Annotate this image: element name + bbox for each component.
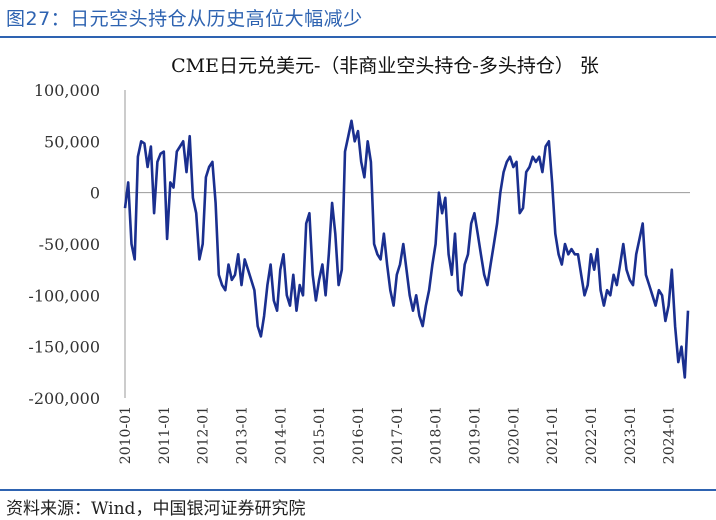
y-tick-label: 100,000 <box>34 81 100 100</box>
title-divider <box>0 36 716 38</box>
footer-divider <box>0 489 716 491</box>
x-tick-label: 2023-01 <box>623 406 639 464</box>
x-tick-label: 2013-01 <box>234 406 250 464</box>
x-tick-label: 2018-01 <box>429 406 445 464</box>
x-tick-label: 2014-01 <box>273 406 289 464</box>
x-tick-label: 2020-01 <box>506 406 522 464</box>
x-tick-label: 2010-01 <box>118 406 134 464</box>
source-note: 资料来源：Wind，中国银河证券研究院 <box>6 499 306 519</box>
y-tick-label: -50,000 <box>39 235 100 254</box>
line-chart: CME日元兑美元-（非商业空头持仓-多头持仓） 张 100,000 50,000 0… <box>28 55 690 464</box>
x-tick-label: 2012-01 <box>196 406 212 464</box>
y-tick-label: 50,000 <box>44 132 100 151</box>
x-tick-label: 2024-01 <box>662 406 678 464</box>
y-tick-label: -150,000 <box>28 338 100 357</box>
x-tick-label: 2015-01 <box>312 406 328 464</box>
y-tick-label: 0 <box>90 184 100 203</box>
figure-title: 图27：日元空头持仓从历史高位大幅减少 <box>6 8 363 30</box>
series-line <box>123 119 690 379</box>
chart-title: CME日元兑美元-（非商业空头持仓-多头持仓） 张 <box>171 55 599 77</box>
x-tick-label: 2016-01 <box>351 406 367 464</box>
x-tick-label: 2017-01 <box>390 406 406 464</box>
x-tick-label: 2022-01 <box>584 406 600 464</box>
x-tick-label: 2011-01 <box>157 406 173 464</box>
y-tick-label: -100,000 <box>28 286 100 305</box>
x-tick-label: 2021-01 <box>545 406 561 464</box>
x-tick-label: 2019-01 <box>467 406 483 464</box>
y-tick-label: -200,000 <box>28 389 100 408</box>
